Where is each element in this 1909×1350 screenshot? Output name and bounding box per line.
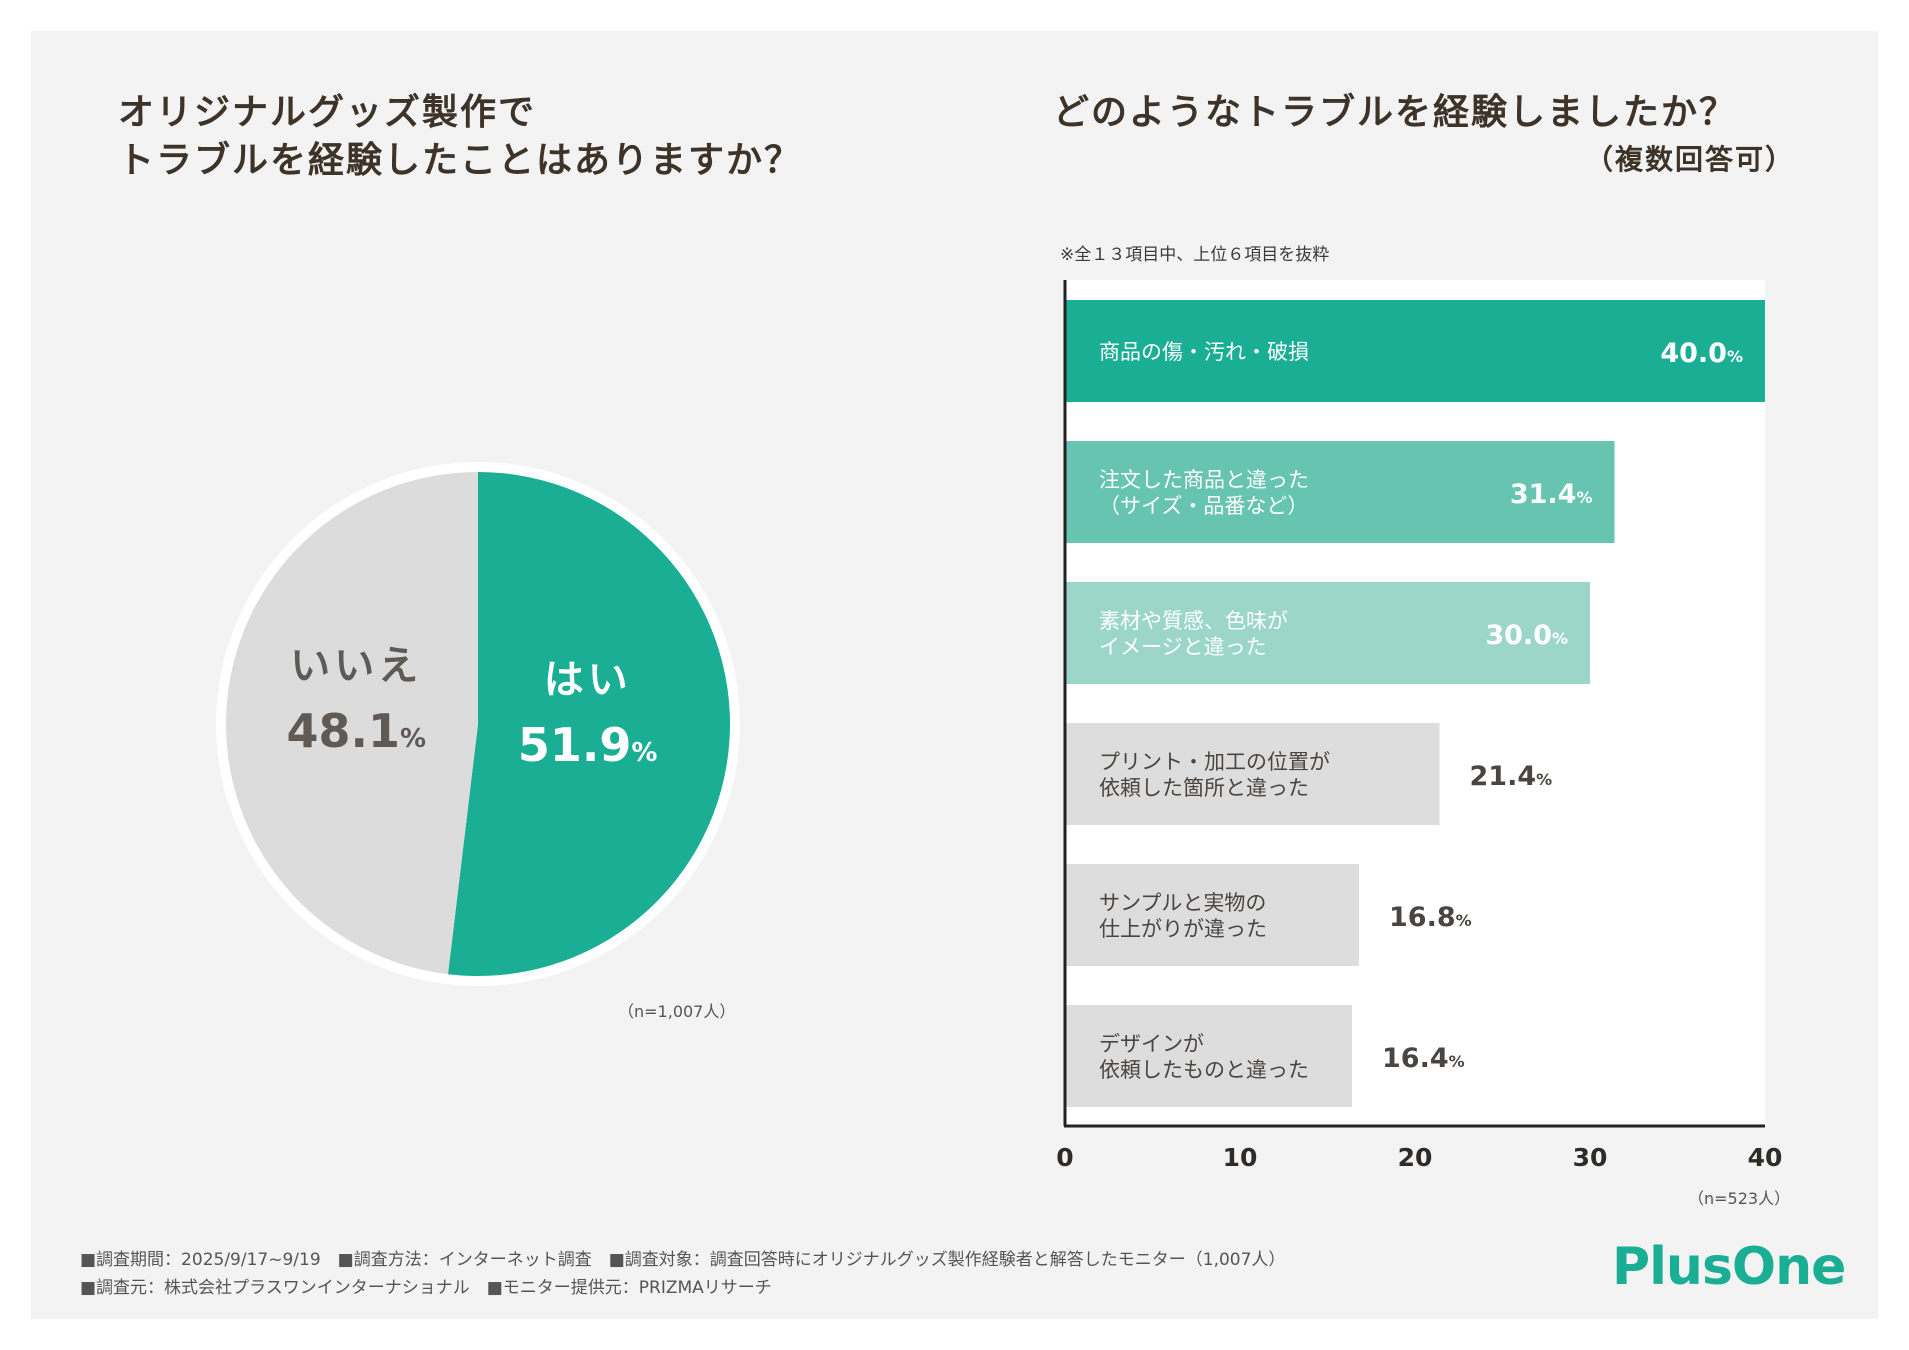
bar bbox=[1065, 723, 1440, 825]
bar bbox=[1065, 864, 1359, 966]
bar-value-label: 16.8% bbox=[1389, 902, 1472, 933]
bar-category-label: サンプルと実物の仕上がりが違った bbox=[1099, 891, 1267, 941]
pie-slice-label: いいえ bbox=[290, 643, 422, 689]
x-tick-label: 40 bbox=[1748, 1143, 1783, 1172]
bar-category-label: 素材や質感、色味がイメージと違った bbox=[1099, 609, 1288, 659]
footer-line-1: ■調査期間：2025/9/17~9/19 ■調査方法：インターネット調査 ■調査… bbox=[80, 1250, 1286, 1270]
pie-slice-value: 48.1% bbox=[287, 704, 427, 758]
pie-title-line1: オリジナルグッズ製作で bbox=[118, 92, 537, 133]
footer-line-2: ■調査元：株式会社プラスワンインターナショナル ■モニター提供元：PRIZMAリ… bbox=[80, 1278, 772, 1298]
bar-value-label: 16.4% bbox=[1382, 1043, 1465, 1074]
bar-value-label: 40.0% bbox=[1660, 338, 1743, 369]
bar bbox=[1065, 441, 1615, 543]
pie-slice-value: 51.9% bbox=[518, 718, 658, 772]
bar-value-label: 31.4% bbox=[1510, 479, 1593, 510]
pie-sample-size: （n=1,007人） bbox=[618, 1002, 736, 1021]
bar-sample-size: （n=523人） bbox=[1688, 1189, 1791, 1208]
pie-slice-no bbox=[225, 472, 478, 975]
bar-subtitle: （複数回答可） bbox=[1585, 143, 1796, 176]
bar bbox=[1065, 300, 1765, 402]
pie-slice-label: はい bbox=[544, 657, 632, 703]
bar-category-label: デザインが依頼したものと違った bbox=[1099, 1032, 1309, 1082]
bar bbox=[1065, 1005, 1352, 1107]
bar-note: ※全１３項目中、上位６項目を抜粋 bbox=[1060, 245, 1330, 265]
bar-value-label: 30.0% bbox=[1485, 620, 1568, 651]
x-tick-label: 30 bbox=[1573, 1143, 1608, 1172]
bar-plot-area bbox=[1065, 280, 1765, 1126]
pie-chart: はい 51.9% いいえ 48.1% bbox=[216, 462, 740, 986]
bar bbox=[1065, 582, 1590, 684]
pie-slice-yes bbox=[447, 472, 730, 976]
bar-category-label: プリント・加工の位置が依頼した箇所と違った bbox=[1099, 750, 1330, 800]
plusone-logo: PlusOne bbox=[1612, 1237, 1846, 1297]
bar-value-label: 21.4% bbox=[1470, 761, 1553, 792]
x-tick-label: 20 bbox=[1398, 1143, 1433, 1172]
bar-chart: 商品の傷・汚れ・破損 40.0% 注文した商品と違った（サイズ・品番など） 31.4%… bbox=[1056, 280, 1783, 1172]
bar-category-label: 商品の傷・汚れ・破損 bbox=[1099, 340, 1309, 364]
x-tick-label: 10 bbox=[1223, 1143, 1258, 1172]
x-tick-label: 0 bbox=[1056, 1143, 1073, 1172]
pie-title-line2: トラブルを経験したことはありますか？ bbox=[118, 140, 803, 181]
bar-category-label: 注文した商品と違った（サイズ・品番など） bbox=[1099, 468, 1309, 518]
bar-title: どのようなトラブルを経験しましたか？ bbox=[1053, 92, 1738, 133]
